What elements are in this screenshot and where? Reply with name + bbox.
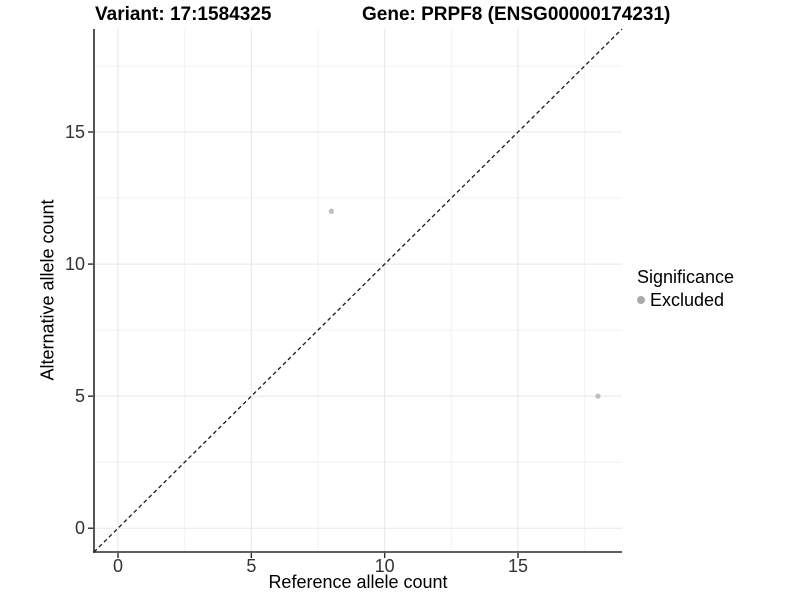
legend-entries: Excluded xyxy=(637,289,734,311)
data-point xyxy=(328,208,334,214)
plot-title-gene: Gene: PRPF8 (ENSG00000174231) xyxy=(362,4,671,25)
data-point xyxy=(595,393,601,399)
plot-title-variant: Variant: 17:1584325 xyxy=(95,4,272,25)
x-axis-tick-label: 10 xyxy=(374,556,395,576)
y-axis-tick-label: 10 xyxy=(64,254,85,275)
y-axis-tick-label: 15 xyxy=(64,122,85,142)
identity-dashed-line xyxy=(93,28,623,553)
x-axis-tick-label: 5 xyxy=(246,556,257,576)
x-axis-title: Reference allele count xyxy=(268,572,448,592)
legend-item: Excluded xyxy=(637,289,734,311)
legend: Significance Excluded xyxy=(637,266,734,311)
x-axis-tick-label: 15 xyxy=(507,556,529,576)
legend-marker-icon xyxy=(637,296,645,304)
legend-title: Significance xyxy=(637,267,735,287)
x-axis-tick-label: 0 xyxy=(112,556,124,576)
legend-item-label: Excluded xyxy=(650,290,725,310)
y-axis-tick-label: 5 xyxy=(74,386,85,407)
y-axis-tick-label: 0 xyxy=(74,518,85,539)
y-axis-title: Alternative allele count xyxy=(37,199,58,381)
